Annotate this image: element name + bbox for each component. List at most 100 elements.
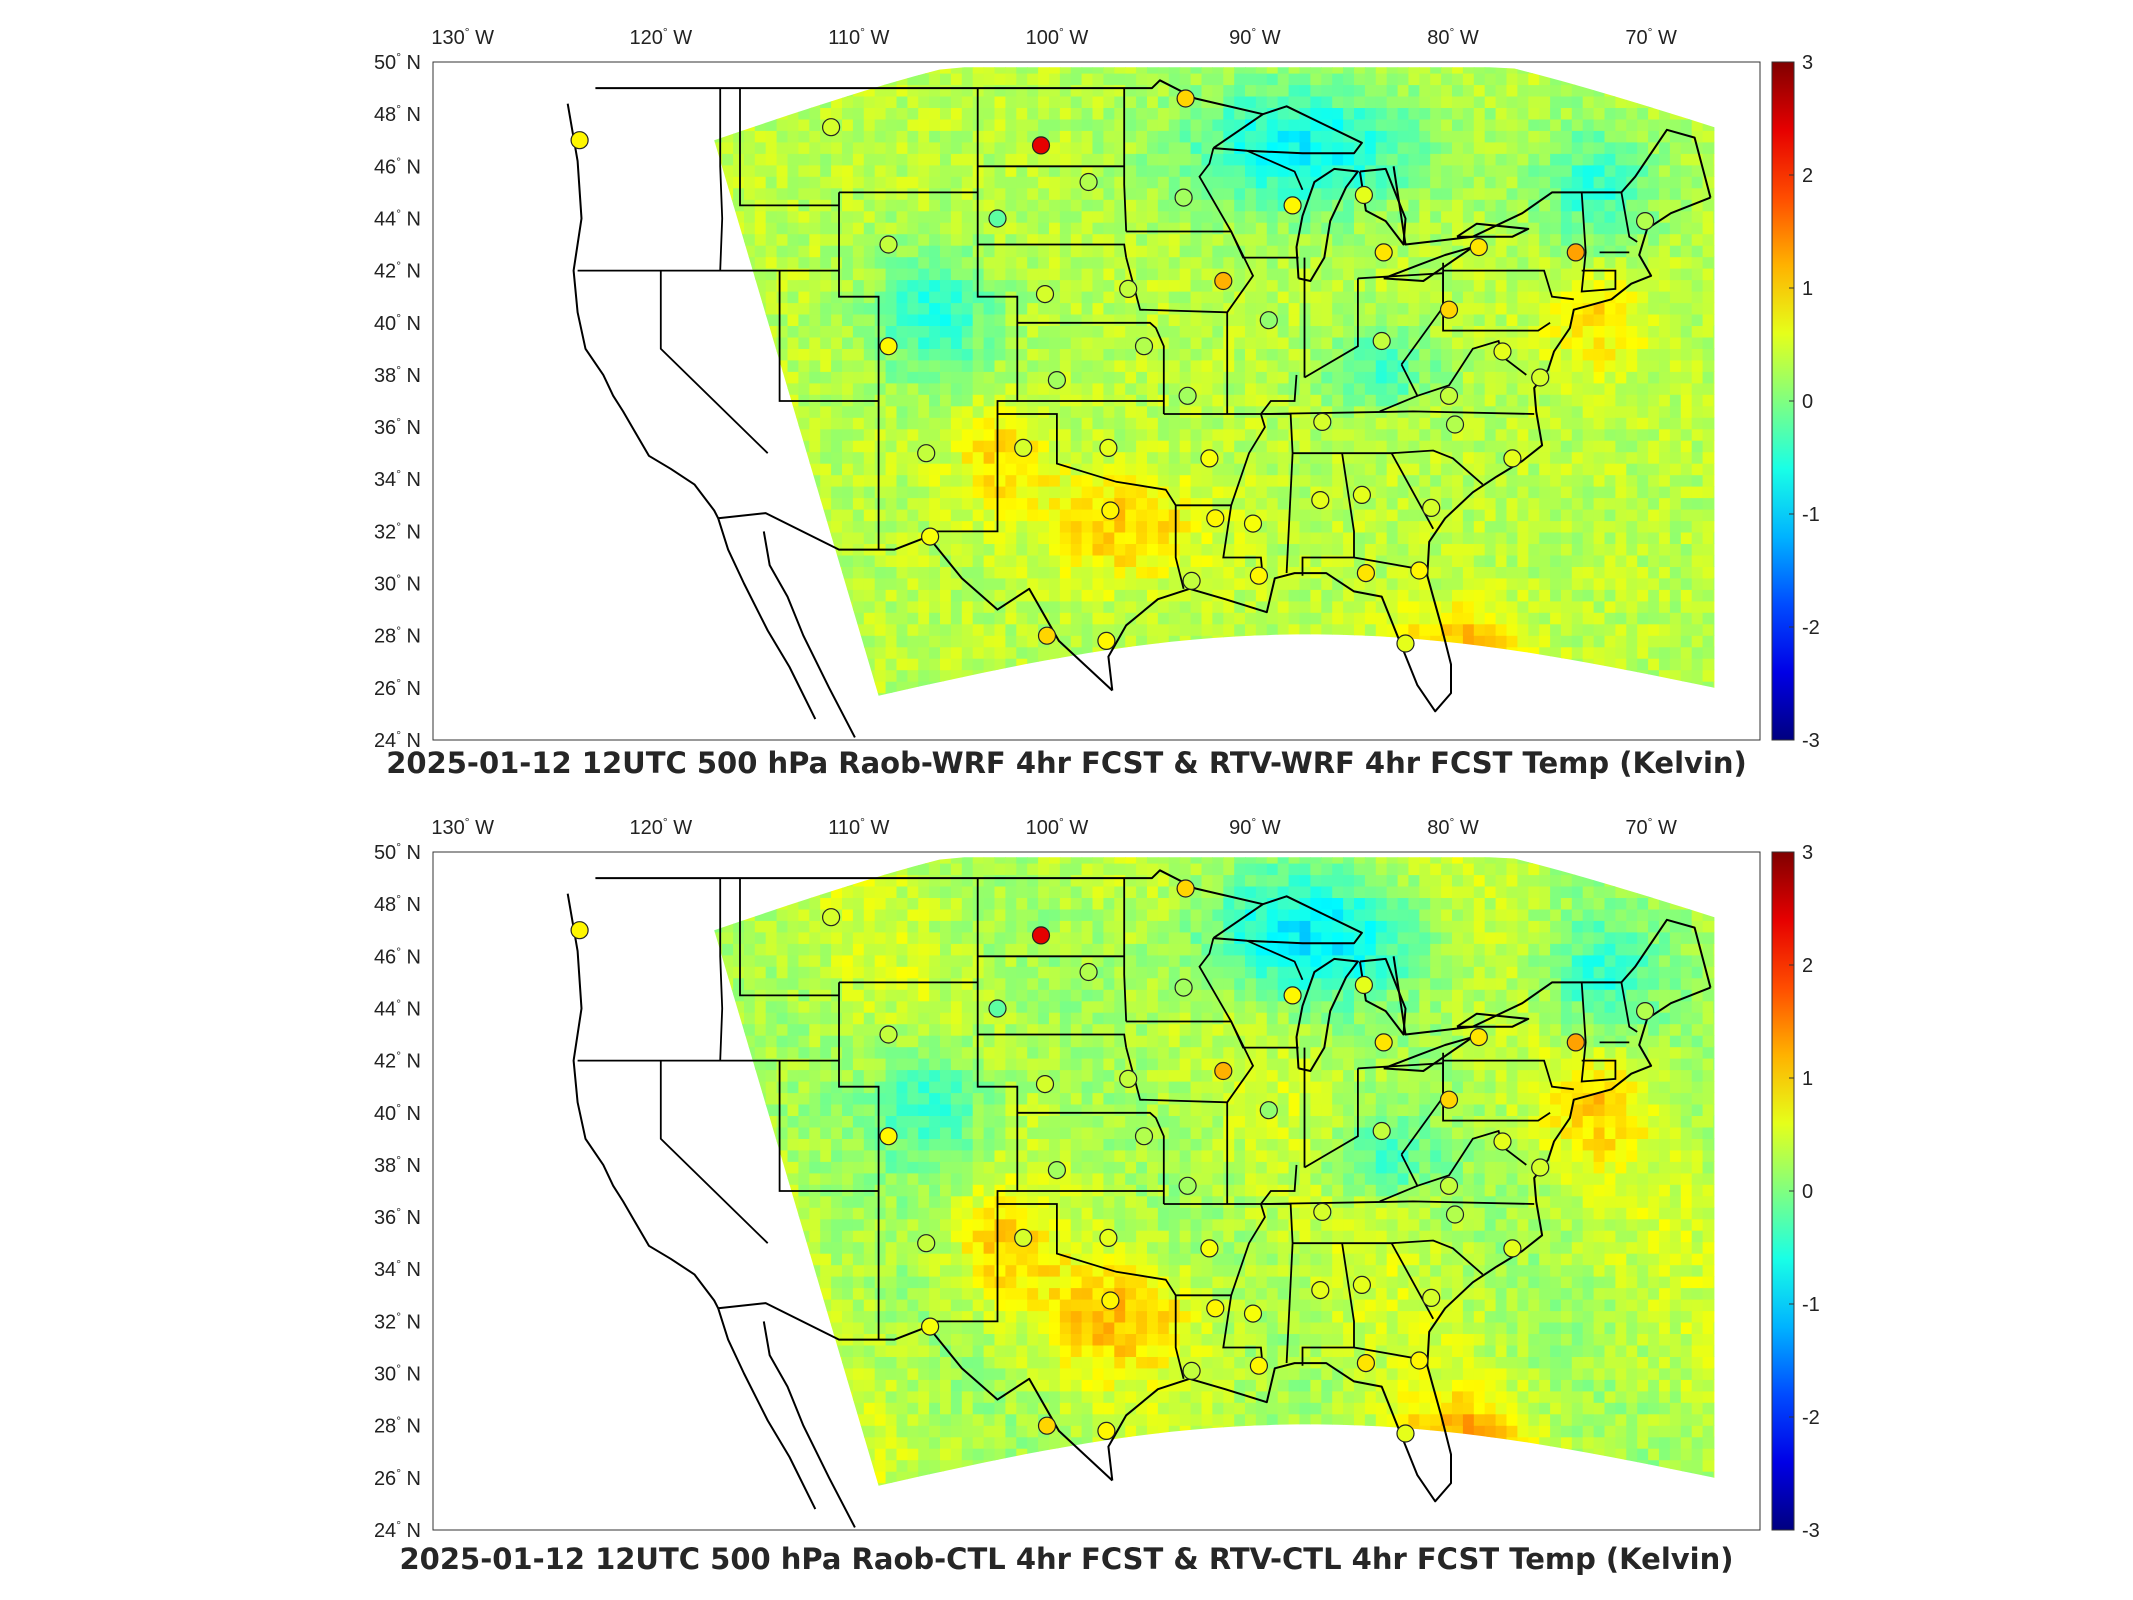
- raob-site-marker: [1311, 491, 1330, 510]
- canada-east-border: [1392, 918, 1712, 1036]
- colorbar-tick-label: -3: [1802, 730, 1820, 752]
- state-border-mn-dakotas: [1123, 88, 1128, 232]
- raob-site-marker: [988, 209, 1007, 228]
- lon-tick-label: 120° W: [629, 25, 692, 49]
- lat-tick-label: 34° N: [374, 467, 421, 491]
- raob-site-marker: [1079, 962, 1098, 982]
- raob-site-marker: [1531, 1158, 1550, 1177]
- colorbar-tick-label: -1: [1802, 1294, 1820, 1316]
- gulf-of-california-coast: [762, 531, 856, 738]
- lat-tick-label: 24° N: [374, 728, 421, 752]
- state-border-nv-ut: [778, 1060, 879, 1192]
- colorbar-tick-label: 0: [1802, 391, 1813, 413]
- state-border-ca-nv: [659, 270, 769, 454]
- great-lake-outline: [1295, 167, 1359, 282]
- lon-tick-label: 110° W: [828, 25, 889, 49]
- raob-site-marker: [570, 131, 589, 150]
- lat-tick-label: 48° N: [374, 892, 421, 916]
- raob-site-marker: [879, 235, 898, 254]
- raob-site-marker: [1445, 415, 1465, 434]
- raob-site-marker: [821, 118, 841, 137]
- lon-tick-label: 70° W: [1625, 25, 1677, 49]
- raob-site-marker: [879, 1025, 898, 1044]
- lat-tick-label: 42° N: [374, 259, 421, 283]
- raob-site-marker: [1079, 172, 1098, 192]
- state-border-tx-ok: [997, 1203, 1185, 1380]
- state-border-il-ky: [1260, 374, 1298, 415]
- state-border-wv-oh: [1400, 306, 1444, 366]
- raob-site-marker: [1200, 449, 1219, 468]
- raob-sites: [570, 89, 1655, 653]
- raob-site-marker: [1354, 185, 1374, 205]
- raob-site-marker: [821, 908, 841, 927]
- canada-border: [595, 79, 1264, 116]
- great-lake-outline: [1212, 895, 1363, 945]
- state-border-ms-al: [1285, 453, 1294, 574]
- raob-site-marker: [1176, 879, 1195, 898]
- raob-site-marker: [1214, 1061, 1233, 1081]
- raob-site-marker: [1635, 212, 1655, 231]
- state-border-sd-ne: [977, 1033, 1128, 1048]
- raob-site-marker: [1439, 386, 1459, 405]
- raob-site-marker: [1031, 136, 1051, 155]
- lat-tick-label: 36° N: [374, 415, 421, 439]
- lat-tick-label: 34° N: [374, 1257, 421, 1281]
- raob-site-marker: [1283, 986, 1302, 1005]
- top-map-panel: 130° W 120° W 110° W 100° W 90° W 80° W 70° W 5…: [374, 25, 1820, 780]
- raob-site-marker: [1352, 485, 1372, 504]
- lat-tick-label: 40° N: [374, 311, 421, 335]
- raob-site-marker: [1372, 1121, 1391, 1141]
- colorbar-tick-label: 2: [1802, 165, 1813, 187]
- state-border-wa-id: [719, 878, 724, 1061]
- west-coast: [566, 103, 720, 519]
- raob-sites: [570, 879, 1655, 1443]
- colorbar-tick-label: 3: [1802, 842, 1813, 864]
- great-lake-outline: [1358, 957, 1407, 1036]
- raob-site-marker: [1356, 1353, 1376, 1373]
- raob-site-marker: [1493, 1132, 1512, 1151]
- great-lake-outline: [1383, 246, 1474, 282]
- west-coast: [566, 893, 720, 1309]
- state-border-ny-pa: [1443, 1059, 1574, 1091]
- colorbar-tick-label: 0: [1802, 1181, 1813, 1203]
- great-lake-outline: [1212, 105, 1363, 155]
- raob-site-marker: [1422, 498, 1441, 517]
- state-border-wi-mi: [1246, 149, 1304, 191]
- raob-site-marker: [1259, 1101, 1278, 1120]
- colorbar-tick-label: 2: [1802, 955, 1813, 977]
- gulf-atlantic-coast: [1107, 196, 1711, 713]
- raob-site-marker: [1396, 1424, 1415, 1443]
- colorbar-tick-label: 1: [1802, 278, 1813, 300]
- state-border-nv-ut: [778, 270, 879, 402]
- temperature-difference-field: [714, 857, 1715, 1486]
- state-border-va-ky: [1379, 1184, 1418, 1203]
- lat-tick-label: 42° N: [374, 1049, 421, 1073]
- gulf-atlantic-coast: [1107, 986, 1711, 1503]
- raob-site-marker: [920, 527, 940, 546]
- lat-tick-label: 50° N: [374, 50, 421, 74]
- state-border-ga-sc: [1390, 452, 1434, 530]
- raob-site-marker: [1037, 626, 1057, 645]
- raob-site-marker: [917, 444, 936, 463]
- lat-tick-label: 46° N: [374, 154, 421, 178]
- raob-site-marker: [1313, 412, 1332, 431]
- raob-site-marker: [1566, 1033, 1585, 1052]
- state-border-sd-ne: [977, 243, 1128, 258]
- state-border-id-mt: [739, 878, 839, 997]
- state-border-ar-mo: [1163, 413, 1266, 507]
- raob-site-marker: [1352, 1275, 1372, 1294]
- state-border-ar-mo: [1163, 1203, 1266, 1297]
- raob-site-marker: [1097, 631, 1116, 651]
- raob-site-marker: [1410, 1351, 1429, 1370]
- raob-site-marker: [1372, 331, 1391, 351]
- raob-site-marker: [1214, 271, 1233, 291]
- raob-site-marker: [1396, 634, 1415, 653]
- lat-tick-label: 26° N: [374, 676, 421, 700]
- political-boundaries: [566, 869, 1712, 1528]
- raob-site-marker: [1635, 1002, 1655, 1021]
- state-border-pa-md: [1442, 1052, 1551, 1122]
- state-border-ks-ne: [1017, 321, 1165, 414]
- state-border-ks-ne: [1017, 1111, 1165, 1204]
- raob-site-marker: [1206, 1299, 1225, 1318]
- baja-coast: [717, 1307, 817, 1510]
